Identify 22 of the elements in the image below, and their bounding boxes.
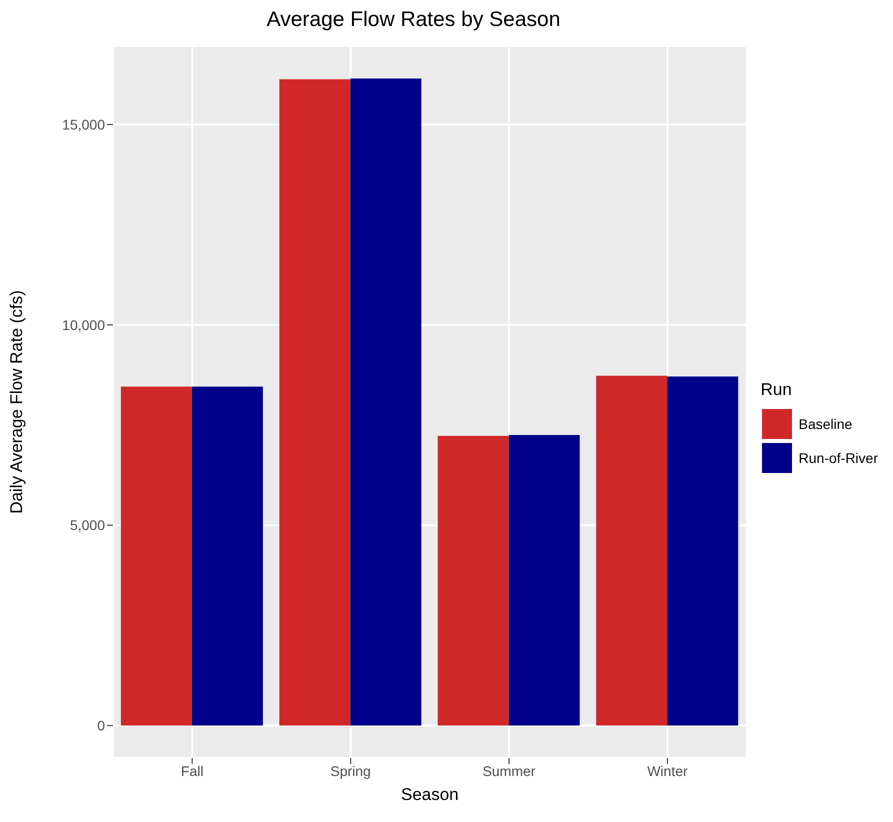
bar [508, 435, 580, 726]
legend-label: Baseline [798, 416, 852, 432]
x-tick-label: Winter [647, 762, 688, 779]
y-tick-label: 0 [97, 718, 106, 734]
chart-title: Average Flow Rates by Season [266, 8, 562, 33]
bar [350, 78, 422, 726]
y-tick-label: 10,000 [62, 316, 106, 333]
x-tick-label: Spring [330, 762, 371, 779]
x-tick-label: Fall [180, 762, 204, 779]
bar [279, 79, 350, 726]
y-tick-label: 15,000 [62, 116, 106, 132]
x-tick-label: Summer [482, 762, 536, 779]
y-axis-title: Daily Average Flow Rate (cfs) [7, 290, 26, 514]
x-axis-title: Season [400, 785, 459, 804]
legend-label: Run-of-River [798, 450, 878, 466]
y-tick-label: 5,000 [70, 517, 106, 534]
bar [596, 376, 668, 726]
bar [192, 386, 263, 726]
legend-title: Run [760, 380, 793, 400]
bar [120, 386, 192, 726]
bar [667, 376, 738, 726]
bar [438, 436, 509, 726]
